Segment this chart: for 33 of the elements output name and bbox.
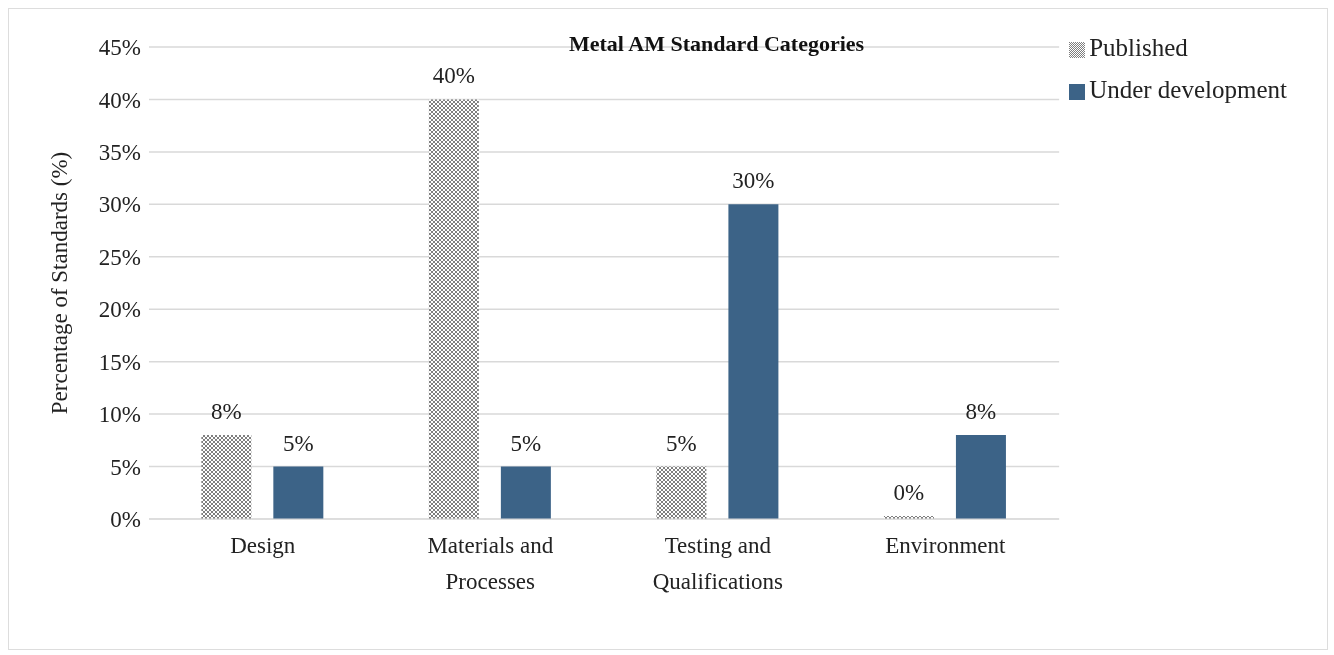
bar xyxy=(273,466,324,519)
y-tick-label: 15% xyxy=(98,349,141,375)
x-tick-label: Design xyxy=(230,533,296,558)
data-label: 8% xyxy=(965,399,997,425)
y-axis-title: Percentage of Standards (%) xyxy=(47,151,73,415)
x-tick-label: Environment xyxy=(885,533,1007,558)
x-tick-label: Materials and Processes xyxy=(427,533,554,594)
x-tick-label: Testing and Qualifications xyxy=(652,533,784,594)
bar xyxy=(728,204,779,519)
data-label: 40% xyxy=(432,63,475,89)
data-label: 30% xyxy=(732,168,775,194)
bar xyxy=(656,466,707,519)
bar xyxy=(955,435,1006,519)
bar xyxy=(201,435,252,519)
bar xyxy=(428,99,479,519)
legend-label: Published xyxy=(1089,34,1188,61)
y-tick-label: 0% xyxy=(110,507,141,533)
data-label: 5% xyxy=(283,430,314,456)
legend-label: Under development xyxy=(1089,76,1287,103)
y-tick-label: 30% xyxy=(98,192,141,218)
y-tick-label: 5% xyxy=(110,454,141,480)
y-tick-label: 35% xyxy=(98,140,141,166)
bar xyxy=(500,466,551,519)
y-tick-label: 25% xyxy=(98,244,141,270)
y-tick-label: 10% xyxy=(98,402,141,428)
y-tick-label: 45% xyxy=(98,35,141,61)
data-label: 5% xyxy=(510,430,542,456)
data-label: 5% xyxy=(666,430,697,456)
y-tick-label: 20% xyxy=(98,297,141,323)
y-tick-label: 40% xyxy=(98,87,141,113)
chart-title: Metal AM Standard Categories xyxy=(569,31,865,57)
data-label: 0% xyxy=(893,480,925,505)
data-label: 8% xyxy=(211,399,242,425)
